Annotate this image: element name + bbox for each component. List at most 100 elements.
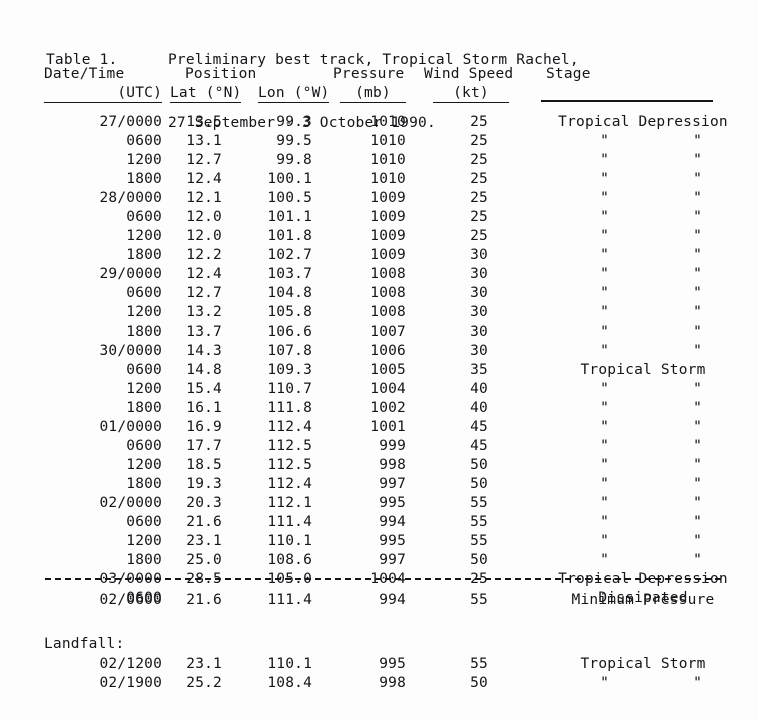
cell-stage: " " xyxy=(533,266,753,282)
cell-pressure: 1009 xyxy=(370,190,406,207)
table-row: 1800 12.2 102.7 1009 30 " " xyxy=(0,247,758,266)
ditto-marks: " " xyxy=(600,513,702,530)
table-row: 1200 23.1 110.1 995 55 " " xyxy=(0,533,758,552)
ditto-marks: " " xyxy=(600,675,702,692)
cell-wind-speed: 40 xyxy=(470,399,488,416)
table-row: 01/0000 16.9 112.4 1001 45 " " xyxy=(0,419,758,438)
cell-latitude: 12.7 xyxy=(186,285,222,302)
cell-latitude: 12.2 xyxy=(186,247,222,264)
cell-pressure: 1004 xyxy=(370,380,406,397)
landfall-rows: 02/1200 23.1 110.1 995 55 Tropical Storm 02/19… xyxy=(0,656,758,694)
ditto-marks: " " xyxy=(600,456,702,473)
cell-date-time: 1800 xyxy=(126,323,162,340)
cell-latitude: 20.3 xyxy=(186,494,222,511)
table-row: 1200 18.5 112.5 998 50 " " xyxy=(0,457,758,476)
cell-date-time: 28/0000 xyxy=(99,190,162,207)
cell-stage: " " xyxy=(533,495,753,511)
header-date-time-unit: (UTC) xyxy=(44,85,162,103)
cell-stage: Minimum Pressure xyxy=(571,592,715,608)
cell-latitude: 15.4 xyxy=(186,380,222,397)
cell-latitude: 12.7 xyxy=(186,152,222,169)
cell-longitude: 110.7 xyxy=(267,380,312,397)
cell-wind-speed: 25 xyxy=(470,171,488,188)
cell-wind-speed: 40 xyxy=(470,380,488,397)
cell-date-time: 1200 xyxy=(126,456,162,473)
cell-date-time: 1800 xyxy=(126,552,162,569)
ditto-marks: " " xyxy=(600,266,702,283)
cell-date-time: 0600 xyxy=(126,437,162,454)
ditto-marks: " " xyxy=(600,418,702,435)
table-row: 1800 13.7 106.6 1007 30 " " xyxy=(0,324,758,343)
cell-pressure: 1008 xyxy=(370,266,406,283)
cell-date-time: 1200 xyxy=(126,304,162,321)
cell-longitude: 103.7 xyxy=(267,266,312,283)
table-row: 1800 19.3 112.4 997 50 " " xyxy=(0,476,758,495)
cell-latitude: 18.5 xyxy=(186,456,222,473)
cell-stage: " " xyxy=(533,133,753,149)
cell-wind-speed: 35 xyxy=(470,361,488,378)
table-row: 28/0000 12.1 100.5 1009 25 " " xyxy=(0,190,758,209)
cell-date-time: 0600 xyxy=(126,361,162,378)
cell-wind-speed: 25 xyxy=(470,209,488,226)
cell-date-time: 1800 xyxy=(126,399,162,416)
cell-date-time: 02/1200 xyxy=(99,656,162,672)
cell-longitude: 111.4 xyxy=(267,513,312,530)
best-track-rows: 27/0000 13.5 99.3 1010 25 Tropical Depression… xyxy=(0,114,758,609)
cell-pressure: 995 xyxy=(379,656,406,672)
cell-date-time: 1200 xyxy=(126,533,162,550)
cell-stage: " " xyxy=(533,285,753,301)
ditto-marks: " " xyxy=(600,133,702,150)
table-header: Date/Time (UTC) Position Lat (°N) Lon (°… xyxy=(0,66,758,108)
cell-longitude: 99.5 xyxy=(276,133,312,150)
cell-latitude: 21.6 xyxy=(186,592,222,608)
cell-stage: Dissipated xyxy=(598,590,688,607)
header-wind-speed: Wind Speed xyxy=(424,66,514,82)
table-row: 1800 12.4 100.1 1010 25 " " xyxy=(0,171,758,190)
cell-latitude: 13.1 xyxy=(186,133,222,150)
header-position: Position xyxy=(185,66,257,82)
table-row: 1200 15.4 110.7 1004 40 " " xyxy=(0,381,758,400)
table-number: Table 1. xyxy=(46,52,118,68)
cell-latitude: 23.1 xyxy=(186,533,222,550)
cell-wind-speed: 30 xyxy=(470,247,488,264)
cell-latitude: 14.8 xyxy=(186,361,222,378)
cell-pressure: 1005 xyxy=(370,361,406,378)
cell-longitude: 106.6 xyxy=(267,323,312,340)
table-row: 0600 13.1 99.5 1010 25 " " xyxy=(0,133,758,152)
table-row: 1800 16.1 111.8 1002 40 " " xyxy=(0,400,758,419)
cell-longitude: 112.4 xyxy=(267,475,312,492)
cell-date-time: 30/0000 xyxy=(99,342,162,359)
cell-stage: " " xyxy=(533,419,753,435)
header-stage-rule xyxy=(541,100,713,102)
cell-longitude: 104.8 xyxy=(267,285,312,302)
ditto-marks: " " xyxy=(600,494,702,511)
cell-date-time: 02/0000 xyxy=(99,494,162,511)
cell-longitude: 112.1 xyxy=(267,494,312,511)
cell-date-time: 02/0600 xyxy=(99,592,162,608)
cell-pressure: 1009 xyxy=(370,247,406,264)
table-row: 0600 12.7 104.8 1008 30 " " xyxy=(0,285,758,304)
table-row: 02/1200 23.1 110.1 995 55 Tropical Storm xyxy=(0,656,758,675)
cell-date-time: 0600 xyxy=(126,513,162,530)
cell-longitude: 99.8 xyxy=(276,152,312,169)
cell-longitude: 100.1 xyxy=(267,171,312,188)
cell-wind-speed: 30 xyxy=(470,304,488,321)
ditto-marks: " " xyxy=(600,380,702,397)
cell-wind-speed: 25 xyxy=(470,152,488,169)
table-row: 30/0000 14.3 107.8 1006 30 " " xyxy=(0,343,758,362)
cell-date-time: 02/1900 xyxy=(99,675,162,692)
cell-latitude: 17.7 xyxy=(186,437,222,454)
ditto-marks: " " xyxy=(600,228,702,245)
cell-wind-speed: 25 xyxy=(470,228,488,245)
header-wind-speed-unit: (kt) xyxy=(433,85,509,103)
header-date-time: Date/Time xyxy=(44,66,125,82)
cell-pressure: 1008 xyxy=(370,285,406,302)
table-row: 0600 Dissipated xyxy=(0,590,758,609)
cell-wind-speed: 30 xyxy=(470,342,488,359)
cell-stage: " " xyxy=(533,675,753,691)
header-pressure: Pressure xyxy=(333,66,405,82)
cell-stage: " " xyxy=(533,304,753,320)
cell-longitude: 111.8 xyxy=(267,399,312,416)
table-row: 0600 12.0 101.1 1009 25 " " xyxy=(0,209,758,228)
